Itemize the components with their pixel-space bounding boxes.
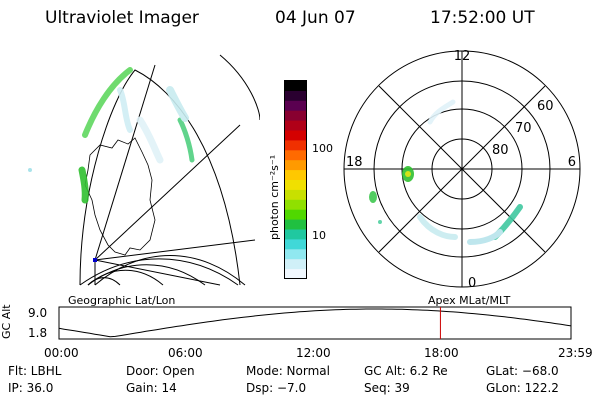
meridian — [94, 259, 221, 286]
colorbar-swatch — [285, 180, 306, 191]
info-dsp: Dsp: −7.0 — [246, 381, 307, 395]
lat-arc — [79, 258, 239, 286]
info-glon: GLon: 122.2 — [486, 381, 559, 395]
aurora-emission — [28, 67, 195, 204]
app-title: Ultraviolet Imager — [45, 8, 199, 28]
meridian — [94, 64, 156, 261]
info-gc-alt: GC Alt: 6.2 Re — [364, 364, 448, 378]
mlt-label-18: 18 — [346, 155, 363, 170]
info-filter: Flt: LBHL — [8, 364, 62, 378]
time-label: 17:52:00 UT — [430, 8, 535, 28]
altitude-curve — [58, 308, 572, 338]
colorbar-swatch — [285, 199, 306, 211]
info-seq: Seq: 39 — [364, 381, 410, 395]
mlt-label-0: 0 — [468, 276, 476, 291]
colorbar-swatch — [285, 219, 306, 230]
colorbar-swatch — [285, 160, 306, 171]
coastline — [84, 137, 156, 256]
info-door: Door: Open — [126, 364, 195, 378]
time-tick-1200: 12:00 — [296, 346, 331, 360]
colorbar — [284, 80, 307, 280]
colorbar-swatch — [285, 209, 306, 221]
altitude-plot-frame — [58, 306, 572, 340]
subsatellite-point — [93, 258, 97, 262]
colorbar-tick-100: 100 — [312, 142, 333, 155]
geographic-map — [28, 54, 260, 286]
info-ip: IP: 36.0 — [8, 381, 54, 395]
mlt-label-12: 12 — [454, 49, 471, 64]
lat-label-80: 80 — [492, 143, 509, 158]
time-tick-0000: 00:00 — [44, 346, 79, 360]
colorbar-swatch — [285, 120, 306, 131]
colorbar-swatch — [285, 259, 306, 270]
time-tick-0600: 06:00 — [168, 346, 203, 360]
polar-panel-label: Apex MLat/MLT — [428, 294, 511, 307]
colorbar-swatch — [285, 90, 306, 102]
lat-label-70: 70 — [515, 121, 532, 136]
colorbar-swatch — [285, 269, 306, 280]
meridian — [94, 124, 241, 261]
info-glat: GLat: −68.0 — [486, 364, 559, 378]
meridian — [94, 239, 256, 261]
time-tick-1800: 18:00 — [424, 346, 459, 360]
time-tick-2359: 23:59 — [558, 346, 593, 360]
mlt-label-6: 6 — [568, 155, 576, 170]
geo-panel-label: Geographic Lat/Lon — [68, 294, 176, 307]
colorbar-swatch — [285, 130, 306, 141]
colorbar-swatch — [285, 110, 306, 122]
colorbar-swatch — [285, 100, 306, 112]
lat-arc — [94, 255, 246, 286]
altitude-ytick-min: 1.8 — [28, 326, 48, 340]
colorbar-swatch — [285, 249, 306, 260]
colorbar-swatch — [285, 189, 306, 201]
lat-arc — [87, 269, 164, 286]
colorbar-swatch — [285, 140, 306, 151]
mlt-line — [378, 85, 546, 253]
colorbar-swatch — [285, 81, 306, 92]
lat-arc — [87, 277, 121, 286]
altitude-plot — [58, 306, 572, 340]
polar-map: 12 18 6 0 60 70 80 — [343, 49, 581, 291]
altitude-ylabel: GC Alt — [0, 304, 13, 339]
date-label: 04 Jun 07 — [275, 8, 356, 28]
lat-label-60: 60 — [537, 99, 554, 114]
colorbar-tick-10: 10 — [312, 229, 326, 242]
altitude-ytick-max: 9.0 — [28, 306, 48, 320]
colorbar-label: photon cm⁻²s⁻¹ — [268, 154, 281, 240]
colorbar-swatch — [285, 239, 306, 250]
outer-arc — [219, 54, 260, 121]
info-gain: Gain: 14 — [126, 381, 177, 395]
info-mode: Mode: Normal — [246, 364, 330, 378]
colorbar-swatch — [285, 170, 306, 181]
colorbar-swatch — [285, 229, 306, 240]
aurora-emission — [369, 99, 523, 245]
colorbar-swatch — [285, 150, 306, 161]
